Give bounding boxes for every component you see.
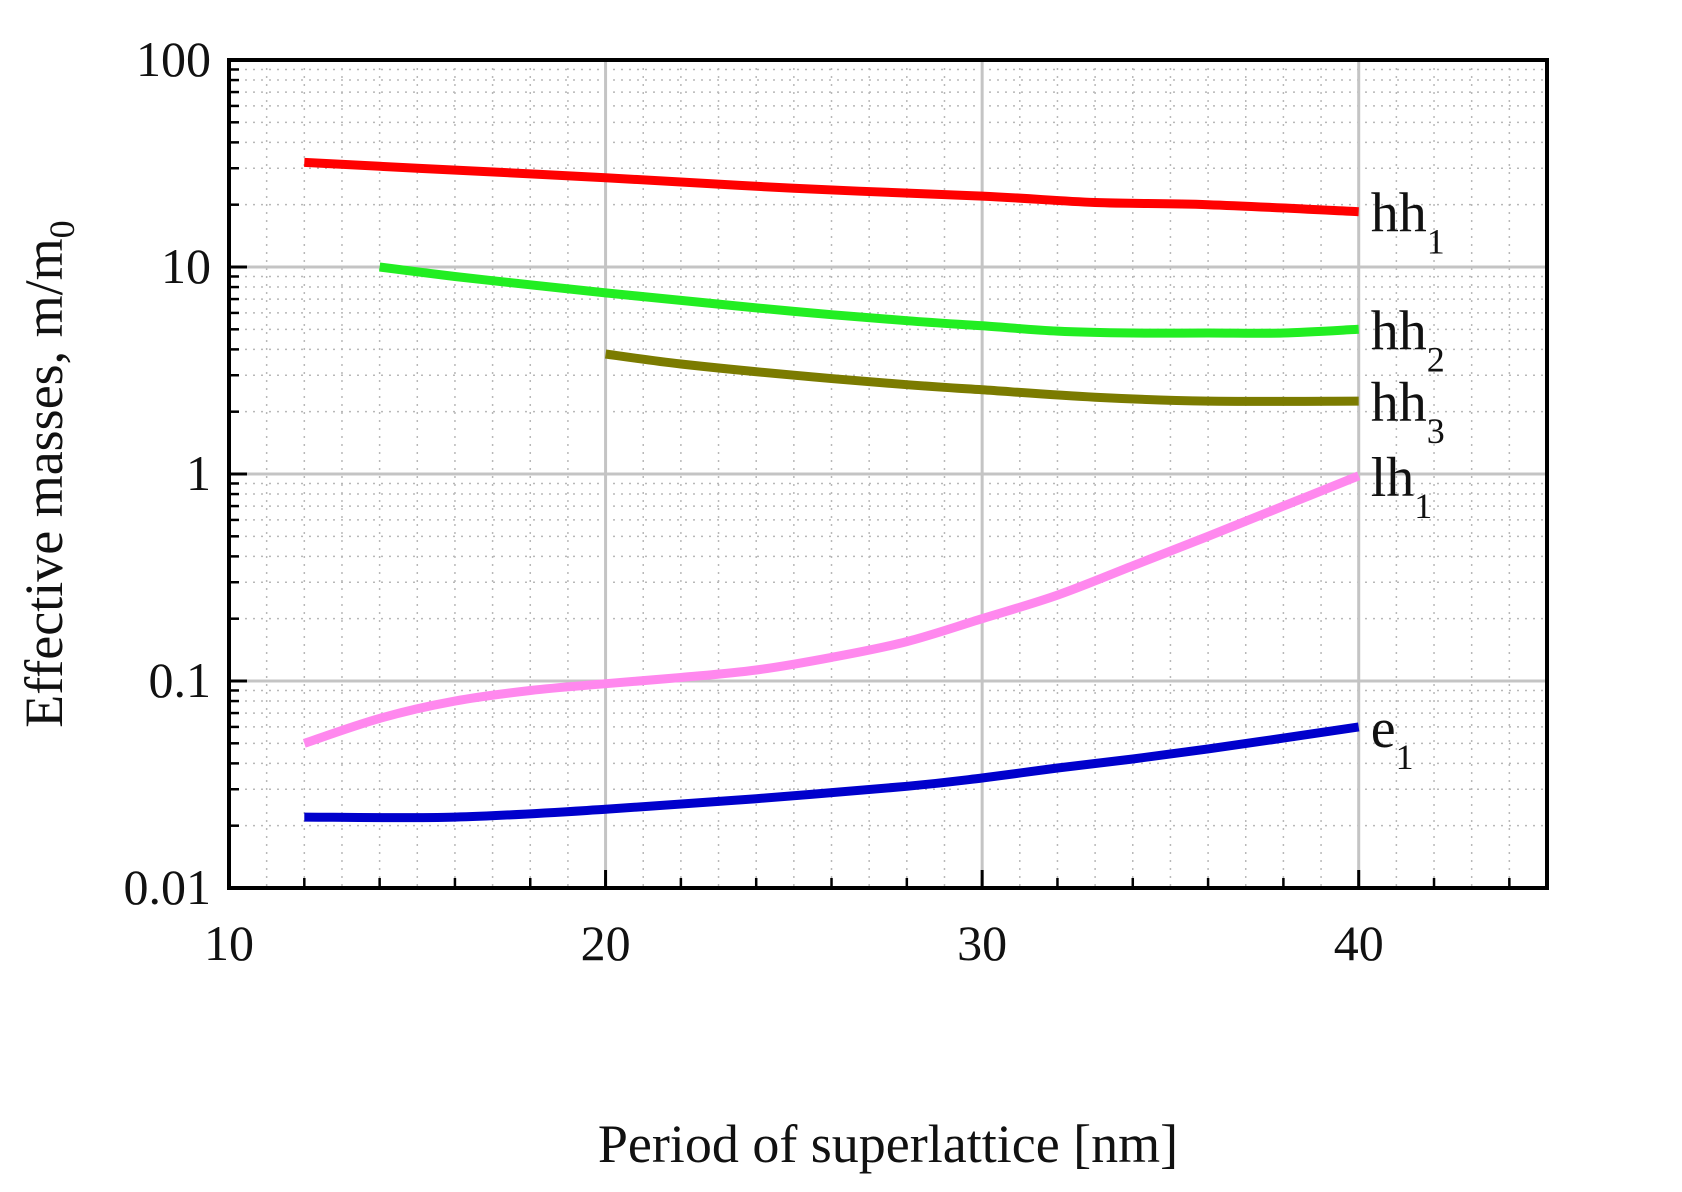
- series-label-subscript: 1: [1396, 737, 1414, 777]
- series-line-e1: [304, 722, 1360, 823]
- y-axis-title-main: Effective masses, m/m: [14, 238, 74, 727]
- axis-ticks: [227, 58, 1511, 890]
- series-line-hh1: [304, 157, 1359, 217]
- y-tick-label: 10: [161, 238, 211, 294]
- series-label-text: hh: [1371, 183, 1427, 245]
- series-label-e1: e1: [1371, 698, 1414, 777]
- y-tick-label: 1: [186, 445, 211, 501]
- x-tick-label: 10: [204, 915, 254, 971]
- series-label-subscript: 1: [1414, 486, 1432, 526]
- y-tick-label: 0.01: [124, 859, 212, 915]
- series-label-text: lh: [1371, 447, 1415, 509]
- series-layer: [302, 157, 1361, 823]
- series-line-lh1: [302, 471, 1361, 748]
- series-label-subscript: 1: [1427, 222, 1445, 262]
- series-line-hh3: [604, 349, 1359, 406]
- series-line-hh2: [379, 262, 1359, 338]
- y-tick-label: 0.1: [149, 652, 212, 708]
- y-axis-title-subscript: 0: [42, 220, 82, 238]
- x-axis-title: Period of superlattice [nm]: [598, 1114, 1178, 1174]
- series-label-lh1: lh1: [1371, 447, 1433, 526]
- series-label-hh2: hh2: [1371, 300, 1445, 379]
- series-label-hh1: hh1: [1371, 183, 1445, 262]
- series-label-text: hh: [1371, 300, 1427, 362]
- series-label-subscript: 2: [1427, 339, 1445, 379]
- x-tick-label: 20: [581, 915, 631, 971]
- y-tick-labels: 0.01 0.1 1 10 100: [124, 31, 212, 915]
- x-tick-label: 40: [1334, 915, 1384, 971]
- series-label-hh3: hh3: [1371, 372, 1445, 451]
- y-tick-label: 100: [136, 31, 211, 87]
- x-tick-labels: 10 20 30 40: [204, 915, 1384, 971]
- series-label-subscript: 3: [1427, 411, 1445, 451]
- y-axis-title: Effective masses, m/m0: [14, 220, 82, 727]
- series-label-text: hh: [1371, 372, 1427, 434]
- series-label-text: e: [1371, 698, 1396, 760]
- x-tick-label: 30: [957, 915, 1007, 971]
